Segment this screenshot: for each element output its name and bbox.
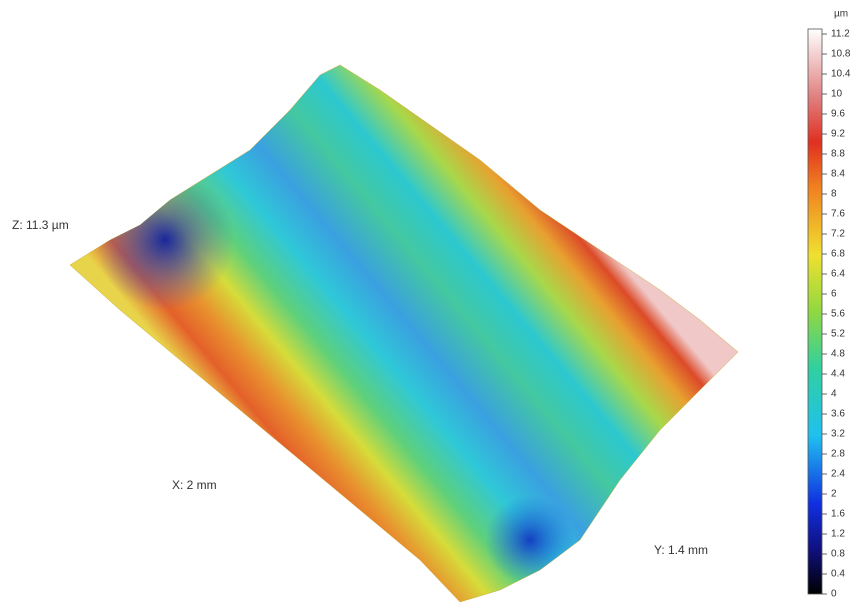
colorbar-tick-label: 8.4 bbox=[831, 169, 845, 180]
y-label: Y: 1.4 mm bbox=[654, 543, 708, 557]
colorbar-tick-label: 5.2 bbox=[831, 329, 845, 340]
colorbar-unit: µm bbox=[834, 9, 848, 20]
colorbar-tick-label: 10 bbox=[831, 89, 843, 100]
colorbar-tick-label: 4.8 bbox=[831, 349, 845, 360]
colorbar-tick-label: 2 bbox=[831, 489, 837, 500]
colorbar-tick-label: 8.8 bbox=[831, 149, 845, 160]
colorbar-tick-label: 1.2 bbox=[831, 529, 845, 540]
colorbar-tick-label: 6.8 bbox=[831, 249, 845, 260]
colorbar-tick-label: 3.6 bbox=[831, 409, 845, 420]
colorbar-tick-label: 10.4 bbox=[831, 69, 851, 80]
surface-view: Z: 11.3 µm X: 2 mm Y: 1.4 mm µm 0 0.4 0.8 1… bbox=[0, 0, 855, 606]
colorbar-tick-label: 2.4 bbox=[831, 469, 845, 480]
colorbar-tick-label: 7.6 bbox=[831, 209, 845, 220]
colorbar-tick-label: 3.2 bbox=[831, 429, 845, 440]
z-label: Z: 11.3 µm bbox=[12, 218, 69, 232]
colorbar-tick-label: 9.2 bbox=[831, 129, 845, 140]
colorbar-tick-label: 8 bbox=[831, 189, 837, 200]
colorbar-tick-label: 4 bbox=[831, 389, 837, 400]
colorbar-tick-label: 6 bbox=[831, 289, 837, 300]
colorbar-tick-label: 7.2 bbox=[831, 229, 845, 240]
colorbar-tick-label: 2.8 bbox=[831, 449, 845, 460]
colorbar-tick-label: 9.6 bbox=[831, 109, 845, 120]
colorbar-tick-label: 4.4 bbox=[831, 369, 845, 380]
colorbar-tick-label: 6.4 bbox=[831, 269, 845, 280]
colorbar: µm 0 0.4 0.8 1.2 1.6 2 2.4 2.8 3.2 3.6 4 4.4 4.8 5.2 5… bbox=[808, 9, 851, 600]
colorbar-tick-label: 5.6 bbox=[831, 309, 845, 320]
surface bbox=[70, 65, 738, 602]
colorbar-tick-label: 1.6 bbox=[831, 509, 845, 520]
colorbar-tick-label: 0.8 bbox=[831, 549, 845, 560]
colorbar-tick-label: 11.2 bbox=[831, 29, 850, 40]
colorbar-tick-label: 0 bbox=[831, 589, 837, 600]
colorbar-tick-label: 0.4 bbox=[831, 569, 845, 580]
colorbar-scale bbox=[808, 29, 822, 594]
x-label: X: 2 mm bbox=[172, 478, 217, 492]
colorbar-tick-label: 10.8 bbox=[831, 49, 851, 60]
